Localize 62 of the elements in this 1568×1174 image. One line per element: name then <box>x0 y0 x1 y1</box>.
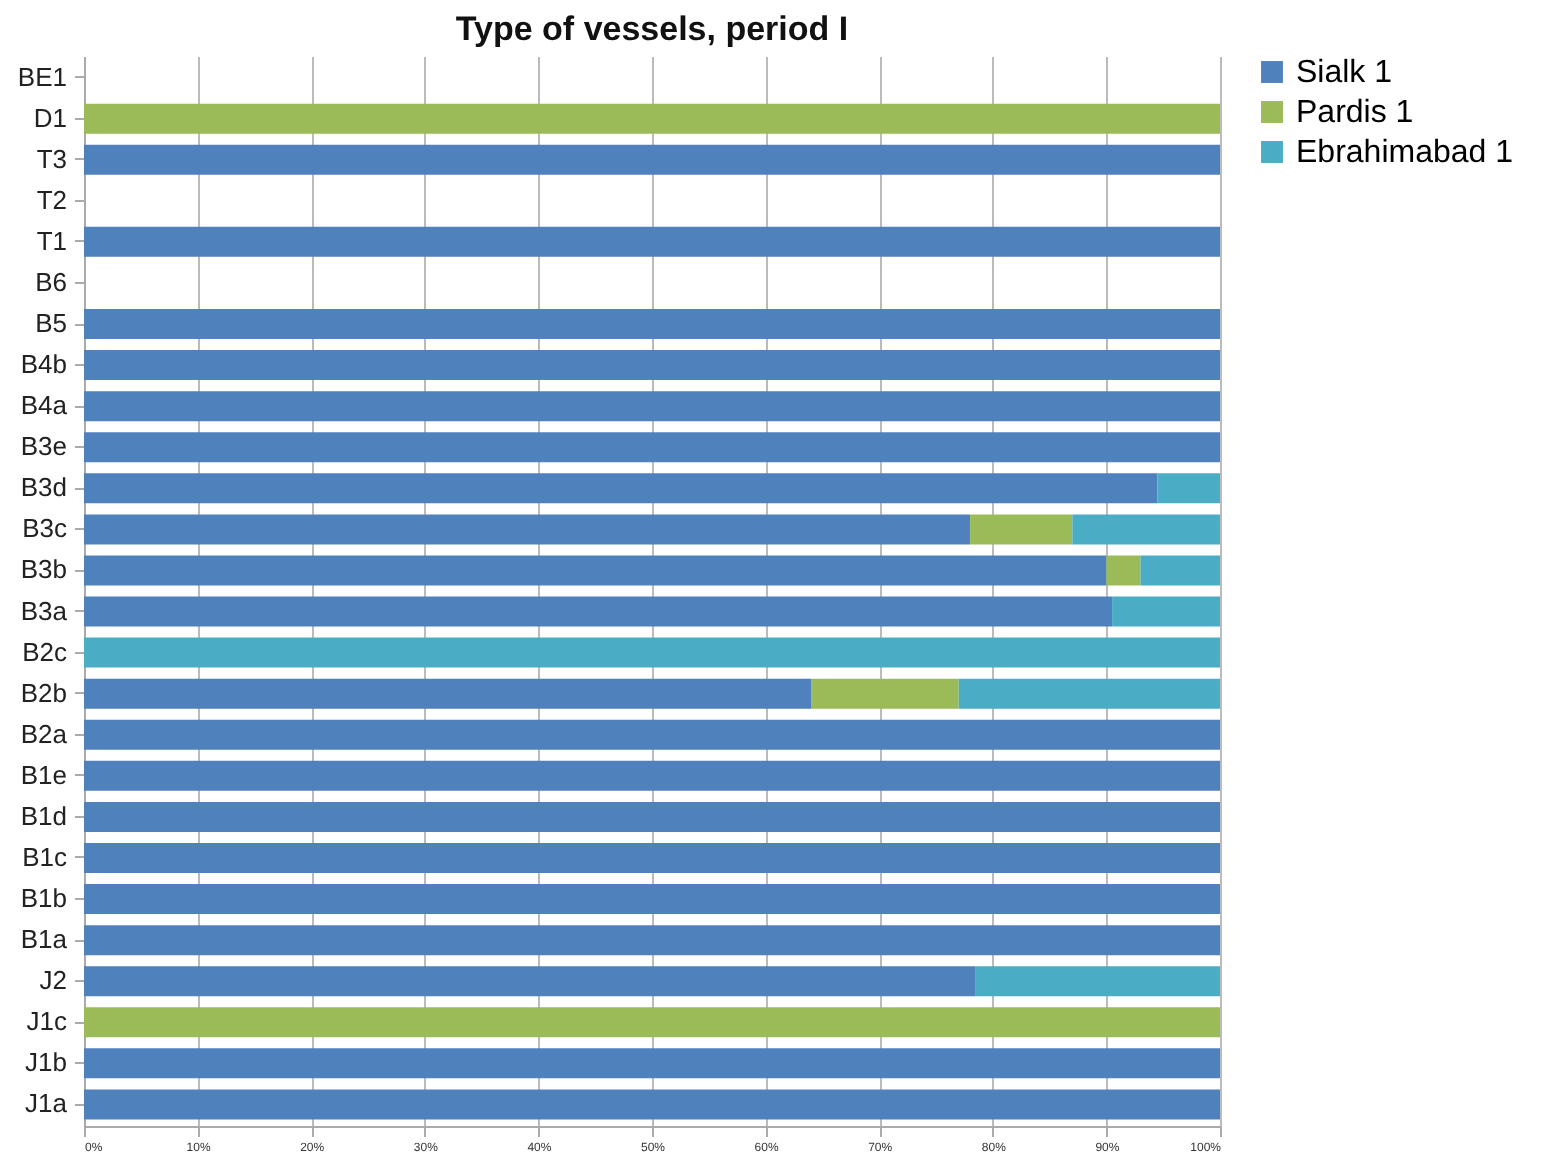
y-tick-label: T2 <box>36 184 67 215</box>
bar <box>84 1048 1220 1079</box>
y-tick-label: B1a <box>20 924 69 955</box>
bar <box>84 719 1220 750</box>
y-tick-label: J1c <box>26 1006 68 1037</box>
y-tick-label: B3c <box>22 513 68 544</box>
bar <box>84 473 1158 504</box>
bar <box>84 555 1107 586</box>
bar <box>84 760 1220 791</box>
legend-label: Pardis 1 <box>1296 96 1414 130</box>
y-tick-label: B5 <box>35 308 67 339</box>
bar <box>84 596 1113 627</box>
y-tick-label: B2b <box>20 677 67 708</box>
bar <box>84 103 1220 134</box>
bar <box>84 391 1220 422</box>
y-tick-label: B3e <box>20 431 67 462</box>
bar <box>84 514 971 545</box>
y-tick-label: B3b <box>20 554 67 585</box>
bar <box>811 678 959 709</box>
bar <box>84 637 1220 668</box>
y-tick-label: T1 <box>36 225 67 256</box>
bar <box>84 801 1220 832</box>
bar <box>958 678 1220 709</box>
bar <box>84 678 812 709</box>
y-tick-label: B1b <box>20 883 67 914</box>
y-tick-label: B1d <box>20 800 67 831</box>
bar <box>84 884 1220 915</box>
bar <box>84 925 1220 956</box>
y-tick-label: D1 <box>33 102 67 133</box>
y-tick-label: B1c <box>22 841 68 872</box>
bar <box>84 309 1220 340</box>
y-tick-label: B4a <box>20 390 69 421</box>
y-tick-label: B4b <box>20 349 67 380</box>
legend-label: Ebrahimabad 1 <box>1296 136 1514 170</box>
y-tick-label: J1b <box>25 1047 67 1078</box>
y-tick-label: B6 <box>35 266 67 297</box>
bar <box>84 1007 1220 1038</box>
bar <box>1157 473 1220 504</box>
bar <box>84 842 1220 873</box>
bar <box>84 1089 1220 1120</box>
chart-title: Type of vessels, period I <box>455 10 849 48</box>
bar <box>1072 514 1220 545</box>
bar <box>975 966 1220 997</box>
bar <box>84 966 976 997</box>
y-tick-label: T3 <box>36 143 67 174</box>
bar <box>84 226 1220 257</box>
bar <box>1112 596 1220 627</box>
bar <box>84 144 1220 175</box>
y-tick-label: B3a <box>20 595 69 626</box>
y-tick-label: B1e <box>20 759 67 790</box>
bar <box>1140 555 1220 586</box>
y-tick-label: J1a <box>25 1088 69 1119</box>
bar <box>1106 555 1141 586</box>
y-tick-label: BE1 <box>17 61 67 92</box>
bar <box>970 514 1073 545</box>
bar <box>84 350 1220 381</box>
bar <box>84 432 1220 463</box>
legend-label: Sialk 1 <box>1296 56 1393 90</box>
y-tick-label: J2 <box>39 965 67 996</box>
y-tick-label: B3d <box>20 472 67 503</box>
y-tick-label: B2c <box>22 636 68 667</box>
y-tick-label: B2a <box>20 718 69 749</box>
